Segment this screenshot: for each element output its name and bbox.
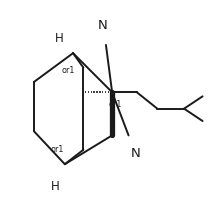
Text: or1: or1 — [51, 145, 64, 153]
Text: N: N — [131, 147, 141, 160]
Text: H: H — [51, 179, 60, 192]
Text: N: N — [98, 19, 108, 32]
Text: H: H — [55, 32, 64, 45]
Text: or1: or1 — [108, 99, 122, 109]
Text: or1: or1 — [61, 66, 75, 75]
